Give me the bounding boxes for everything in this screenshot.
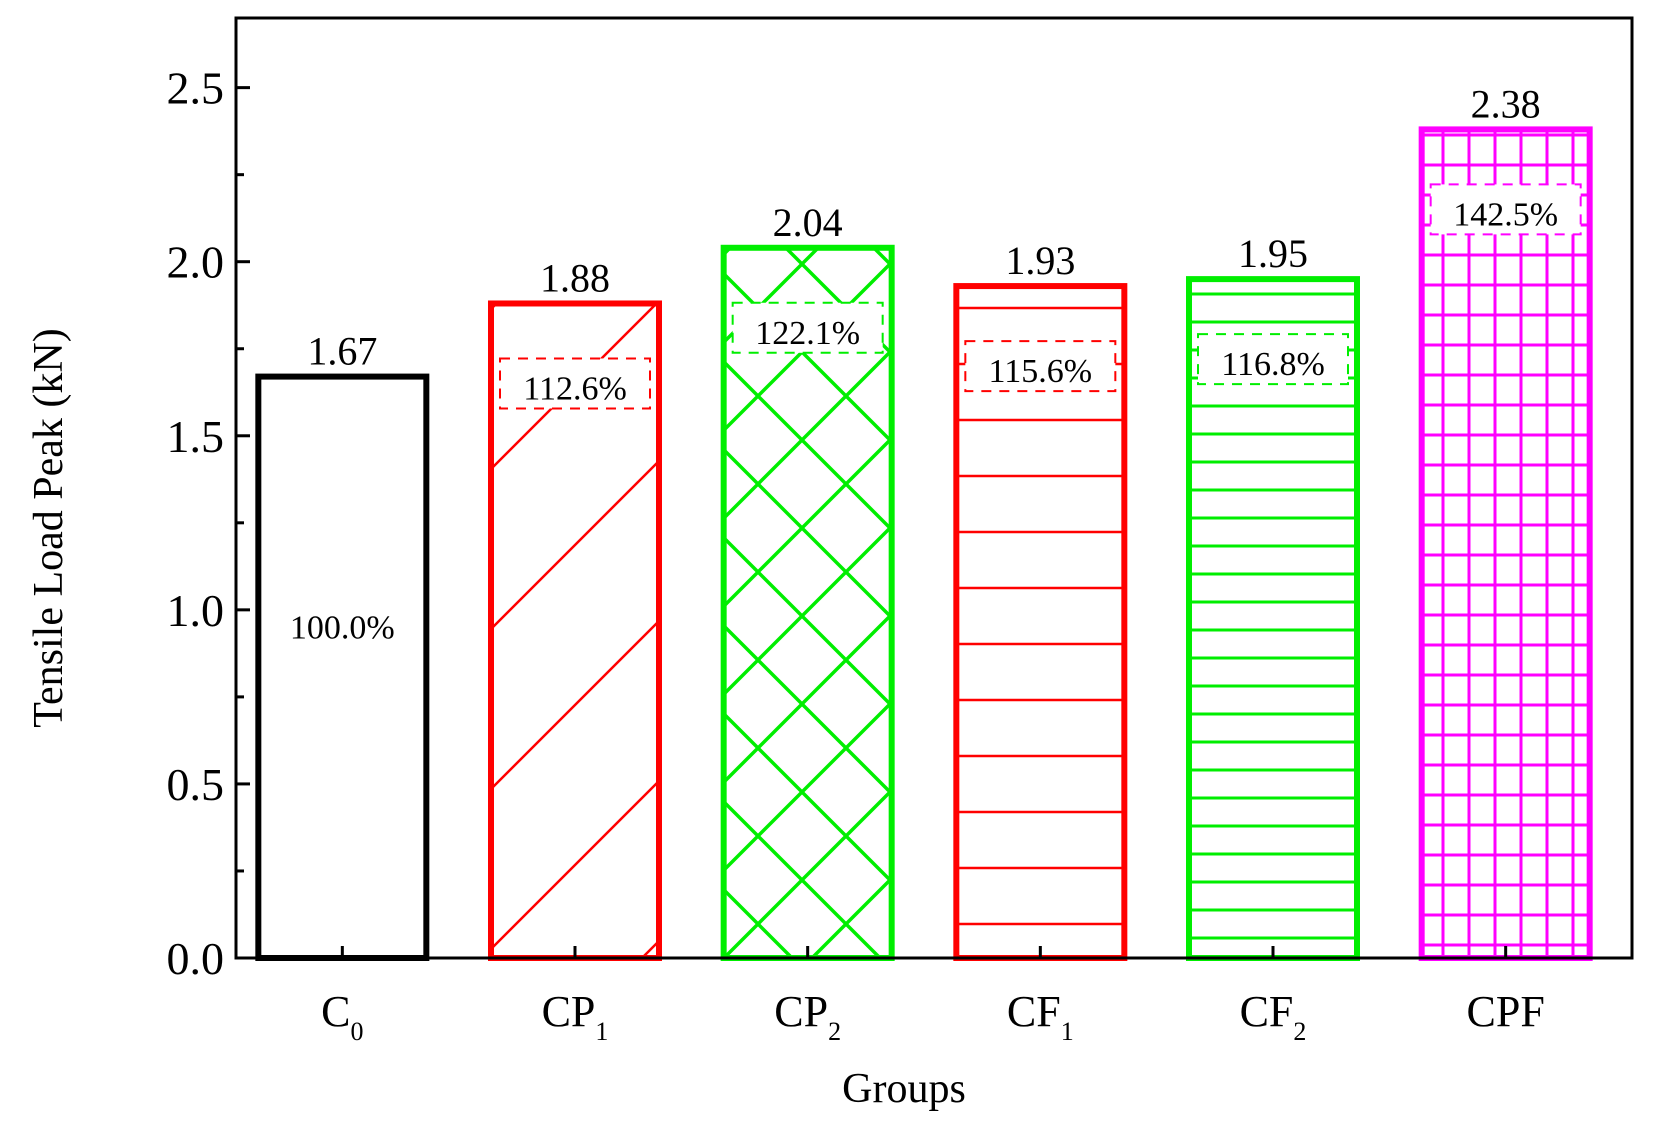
y-tick-label: 2.0 [167,237,225,288]
percent-label-box [1197,333,1349,386]
value-label: 2.38 [1471,81,1541,126]
value-label: 2.04 [773,200,843,245]
x-tick-label: CF1 [1007,987,1074,1046]
percent-label: 116.8% [1221,346,1325,383]
bar-fill [956,286,1125,958]
value-label: 1.93 [1005,238,1075,283]
bar-fill [258,376,427,958]
x-axis-title: Groups [842,1066,966,1112]
bar-3 [720,244,895,961]
percent-label: 122.1% [755,315,860,352]
percent-label: 112.6% [523,370,627,407]
bars-layer [255,126,1593,962]
percent-label-box [499,357,651,410]
plot-frame [234,16,1634,960]
bar-6 [1418,126,1593,961]
x-tick-label: CPF [1467,987,1545,1036]
percent-label-box [731,301,884,354]
value-label: 1.95 [1238,231,1308,276]
bar-fill [723,247,892,958]
x-tick-label: CP1 [542,987,609,1046]
bar-4 [953,283,1128,961]
x-tick-label: C0 [321,987,363,1046]
x-tick-label: CF2 [1240,987,1307,1046]
value-label: 1.67 [307,329,377,374]
bar-fill [1189,279,1357,959]
percent-label: 100.0% [290,610,395,647]
y-tick-label: 2.5 [167,63,225,114]
y-axis: 0.0 0.5 1.0 1.5 2.0 2.5 [167,63,250,984]
y-tick-label: 1.0 [167,585,225,636]
value-label: 1.88 [540,255,610,300]
y-tick-label: 0.5 [167,759,225,810]
percent-label: 142.5% [1453,196,1558,233]
bar-2 [488,300,662,961]
bar-fill [491,303,659,959]
x-tick-label: CP2 [774,987,841,1046]
percent-label-box [964,340,1117,393]
bar-labels: 100.0% 1.67 112.6% 1.88 122.1% 2.04 115.6% 1.93… [290,81,1558,646]
y-tick-label: 0.0 [167,933,225,984]
percent-label-box [1429,183,1582,236]
x-axis: C0 CP1 CP2 CF1 CF2 CPF [321,946,1545,1046]
bar-fill [1421,129,1590,958]
percent-label: 115.6% [989,353,1093,390]
y-tick-label: 1.5 [167,411,225,462]
bar-5 [1186,276,1360,962]
bar-1 [255,373,430,961]
y-axis-title: Tensile Load Peak (kN) [26,328,72,727]
